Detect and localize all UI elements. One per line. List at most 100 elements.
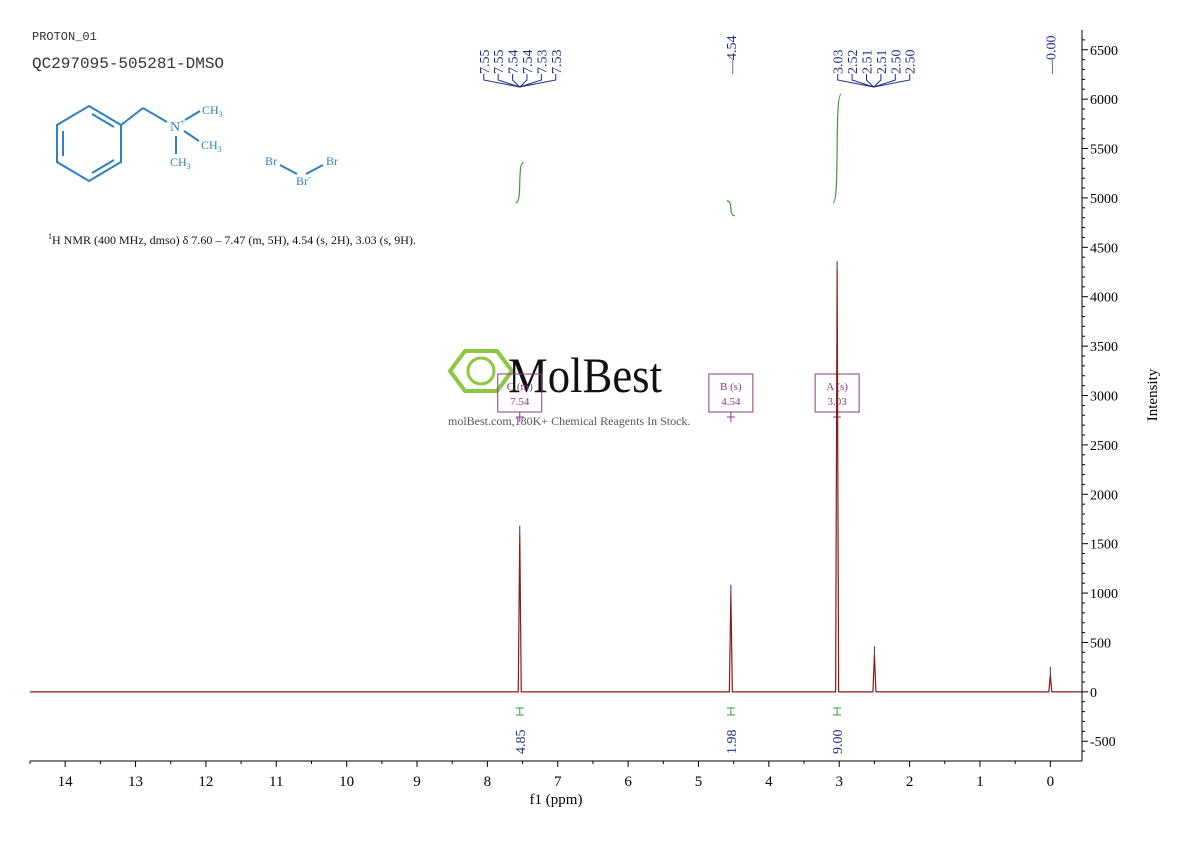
y-tick-label: -500 — [1090, 735, 1116, 750]
peak-label: 2.52 — [846, 50, 861, 75]
peak-label: 7.54 — [521, 50, 536, 75]
benzene-double-bond-2 — [91, 113, 115, 128]
y-tick-label: 500 — [1090, 636, 1111, 651]
y-tick-label: 4000 — [1090, 291, 1118, 306]
x-tick-label: 5 — [695, 774, 703, 790]
molecule-labels: N+ CH3 CH3 CH3 Br Br Br- — [170, 103, 338, 188]
x-tick-label: 1 — [976, 774, 984, 790]
x-tick-label: 13 — [128, 774, 143, 790]
molbest-tagline: molBest.com,180K+ Chemical Reagents In S… — [448, 414, 690, 428]
benzene-ring — [56, 104, 122, 183]
y-tick-label: 0 — [1090, 686, 1097, 701]
peak-label-connector — [837, 74, 874, 88]
peak-label-connector — [851, 74, 874, 88]
y-tick-label: 3500 — [1090, 340, 1118, 355]
sample-id: QC297095-505281-DMSO — [32, 55, 225, 73]
peak-label-connector — [519, 74, 557, 88]
peak-label: 2.51 — [875, 50, 890, 75]
integral-curve — [515, 161, 525, 204]
x-tick-label: 7 — [554, 774, 562, 790]
y-tick-label: 2500 — [1090, 439, 1118, 454]
summary-superscript: 1 — [48, 232, 52, 241]
x-tick-label: 3 — [835, 774, 843, 790]
y-tick-label: 5000 — [1090, 192, 1118, 207]
peak-label-connector — [866, 74, 875, 88]
bond-n-ch3-top — [184, 110, 201, 121]
peak-label: 7.55 — [492, 50, 507, 75]
bond-br-right — [305, 164, 324, 175]
integral-curve — [726, 200, 736, 217]
molbest-brand: MolBest — [508, 347, 662, 403]
molbest-watermark: MolBest molBest.com,180K+ Chemical Reage… — [447, 347, 690, 428]
x-tick-label: 14 — [58, 774, 74, 790]
molecule-structure — [56, 104, 324, 183]
peak-label: 7.55 — [478, 50, 493, 74]
x-tick-label: 0 — [1047, 774, 1055, 790]
integral-value: 1.98 — [725, 730, 740, 755]
y-tick-label: 3000 — [1090, 390, 1118, 405]
bromine-left-label: Br — [265, 154, 277, 168]
y-tick-label: 2000 — [1090, 488, 1118, 503]
peak-label: —0.00 — [1044, 36, 1059, 76]
peak-label-connector — [512, 74, 521, 88]
x-tick-label: 11 — [269, 774, 283, 790]
multiplet-range-marker — [515, 412, 524, 422]
molbest-logo-ring — [466, 356, 496, 386]
peak-label: 7.53 — [550, 50, 565, 75]
x-tick-label: 4 — [765, 774, 773, 790]
spectrum-trace — [30, 269, 1082, 693]
peak-label: 7.53 — [535, 50, 550, 75]
bromine-right-label: Br — [326, 154, 338, 168]
peak-label-connector — [873, 74, 882, 88]
bond-ch2-n — [142, 107, 168, 123]
multiplet-letter: B (s) — [720, 381, 742, 393]
integral-range-marker — [726, 707, 735, 716]
peak-label-connector — [873, 74, 896, 88]
x-axis-label: f1 (ppm) — [530, 792, 583, 808]
x-tick-label: 12 — [198, 774, 213, 790]
bond-br-left — [279, 164, 298, 175]
peak-label-connector — [873, 74, 911, 88]
benzene-double-bond-3 — [91, 159, 115, 174]
multiplet-shift: 7.54 — [510, 396, 530, 408]
methyl-bot-label: CH3 — [170, 155, 191, 171]
molbest-logo-icon — [447, 349, 515, 393]
y-tick-label: 6500 — [1090, 44, 1118, 59]
nitrogen-label: N+ — [170, 117, 185, 135]
integral-range-marker — [833, 707, 842, 716]
peak-label-connector — [519, 74, 542, 88]
experiment-name: PROTON_01 — [32, 30, 97, 44]
y-tick-label: 4500 — [1090, 241, 1118, 256]
bromine-center-label: Br- — [296, 172, 311, 188]
bond-ring-ch2 — [120, 107, 144, 126]
bond-n-ch3-mid — [183, 130, 200, 142]
nmr-summary: 1H NMR (400 MHz, dmso) δ 7.60 – 7.47 (m,… — [48, 232, 416, 248]
peak-label: 7.54 — [507, 50, 522, 75]
integral-value: 9.00 — [831, 730, 846, 755]
x-tick-label: 10 — [339, 774, 354, 790]
multiplet-letter: C (m) — [507, 381, 533, 393]
multiplet-range-marker — [726, 412, 735, 422]
peak-label: 2.51 — [861, 50, 876, 75]
peak-label: 2.50 — [904, 50, 919, 75]
peak-label: 2.50 — [889, 50, 904, 75]
methyl-mid-label: CH3 — [201, 138, 222, 154]
x-tick-label: 8 — [484, 774, 492, 790]
integral-curve — [832, 93, 842, 204]
y-tick-label: 6000 — [1090, 93, 1118, 108]
y-tick-label: 1000 — [1090, 587, 1118, 602]
peak-label-connector — [483, 74, 520, 88]
peak-label-connector — [497, 74, 520, 88]
methyl-top-label: CH3 — [202, 103, 223, 119]
x-tick-label: 9 — [413, 774, 421, 790]
x-tick-label: 6 — [624, 774, 632, 790]
peak-label-connector — [519, 74, 528, 88]
y-axis-label: Intensity — [1145, 368, 1161, 421]
x-tick-label: 2 — [906, 774, 914, 790]
integral-value: 4.85 — [514, 730, 529, 755]
peak-label: —4.54 — [725, 36, 740, 76]
y-tick-label: 1500 — [1090, 538, 1118, 553]
y-tick-label: 5500 — [1090, 143, 1118, 158]
summary-text: H NMR (400 MHz, dmso) δ 7.60 – 7.47 (m, … — [52, 233, 416, 247]
